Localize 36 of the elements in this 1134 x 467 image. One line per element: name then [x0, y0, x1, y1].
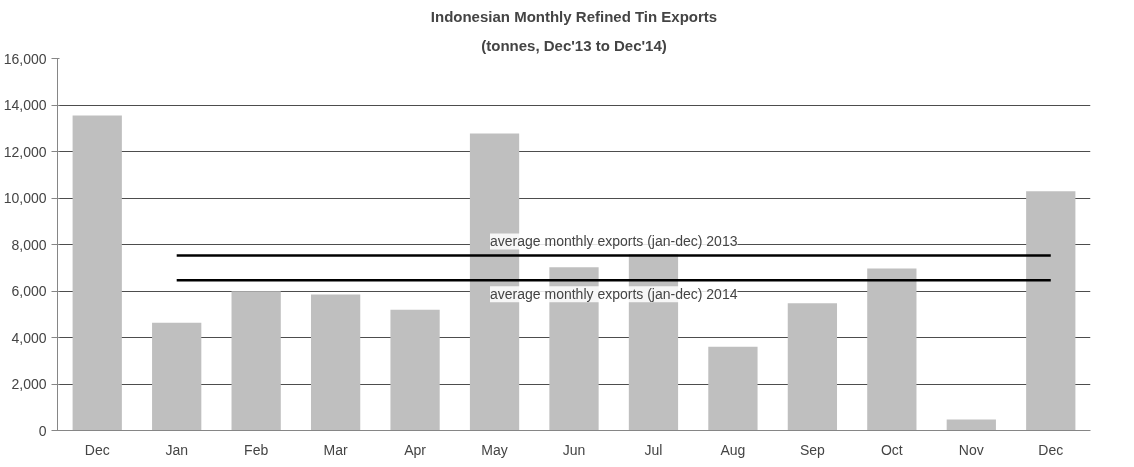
y-tick-label: 14,000	[3, 97, 47, 113]
y-tick-label: 16,000	[3, 50, 47, 67]
chart-title: Indonesian Monthly Refined Tin Exports	[430, 7, 718, 25]
bar	[231, 291, 281, 431]
bar	[390, 309, 440, 431]
x-tick-label: Nov	[958, 441, 984, 458]
x-tick-label: Oct	[880, 441, 903, 458]
x-tick-label: Apr	[404, 441, 427, 458]
bar	[310, 294, 361, 431]
bar	[708, 346, 758, 431]
bar	[152, 322, 202, 431]
series-label: average monthly exports (jan-dec) 2014	[490, 286, 738, 303]
y-tick-label: 10,000	[3, 190, 47, 206]
bar	[946, 419, 996, 431]
y-tick-label: 0	[38, 422, 47, 439]
bar	[72, 115, 122, 431]
y-tick-label: 12,000	[3, 143, 47, 160]
x-tick-label: May	[481, 441, 508, 458]
y-tick-label: 2,000	[11, 376, 47, 392]
chart-subtitle: (tonnes, Dec'13 to Dec'14)	[481, 36, 667, 54]
x-tick-label: Aug	[720, 441, 746, 458]
x-tick-label: Sep	[799, 441, 826, 458]
x-tick-label: Jul	[644, 441, 663, 458]
y-tick-label: 8,000	[11, 236, 47, 253]
bar	[1026, 191, 1076, 431]
x-tick-label: Feb	[244, 441, 269, 458]
x-tick-label: Dec	[1038, 441, 1064, 458]
x-tick-label: Jun	[562, 441, 586, 458]
x-tick-label: Mar	[323, 441, 349, 458]
y-tick-label: 6,000	[11, 283, 47, 299]
bar	[787, 303, 838, 431]
x-tick-label: Jan	[165, 441, 188, 458]
y-tick-label: 4,000	[11, 329, 47, 346]
x-tick-label: Dec	[84, 441, 110, 458]
bar	[867, 268, 917, 431]
series-label: average monthly exports (jan-dec) 2013	[490, 233, 738, 250]
